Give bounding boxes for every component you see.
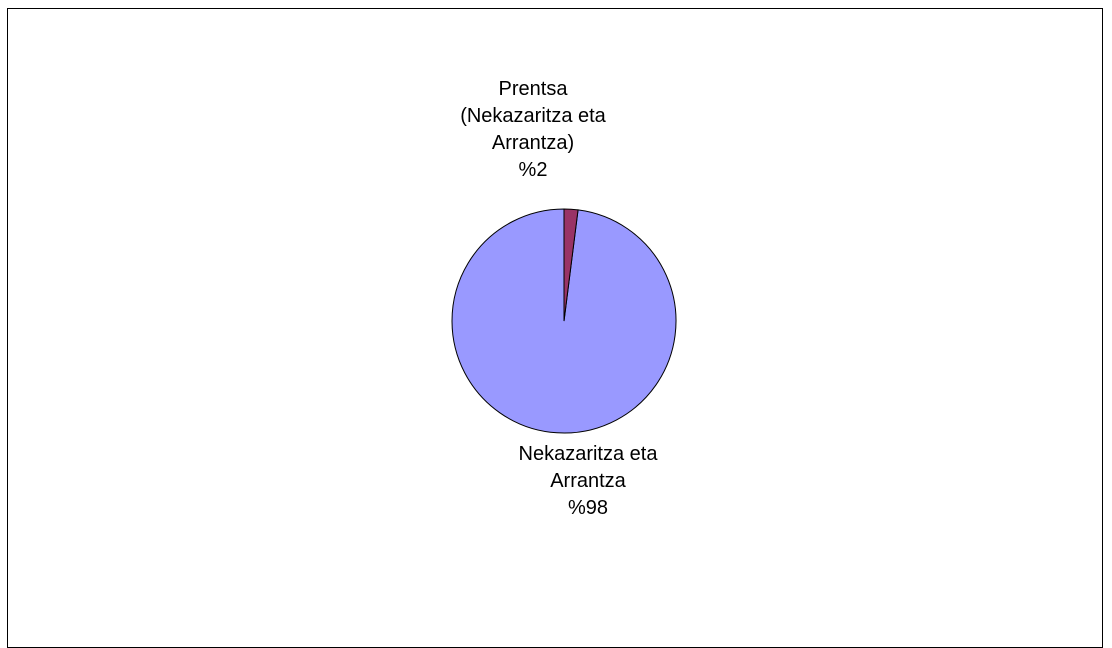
slice-percent-label: %98 <box>567 497 609 519</box>
pie-chart <box>451 208 677 434</box>
slice-label-line: Arrantza <box>550 470 626 492</box>
slice-label-line: Nekazaritza eta <box>518 443 658 465</box>
pie-slice-1 <box>563 208 579 322</box>
slice-label-line: Arrantza) <box>491 132 575 154</box>
slice-label-line: Prentsa <box>498 78 568 100</box>
slice-label-nekazaritza-eta-arrantza: Nekazaritza eta Arrantza %98 <box>519 441 658 522</box>
slice-label-line: (Nekazaritza eta <box>460 105 606 127</box>
slice-label-prentsa: Prentsa (Nekazaritza eta Arrantza) %2 <box>460 76 606 184</box>
slice-percent-label: %2 <box>518 159 548 181</box>
